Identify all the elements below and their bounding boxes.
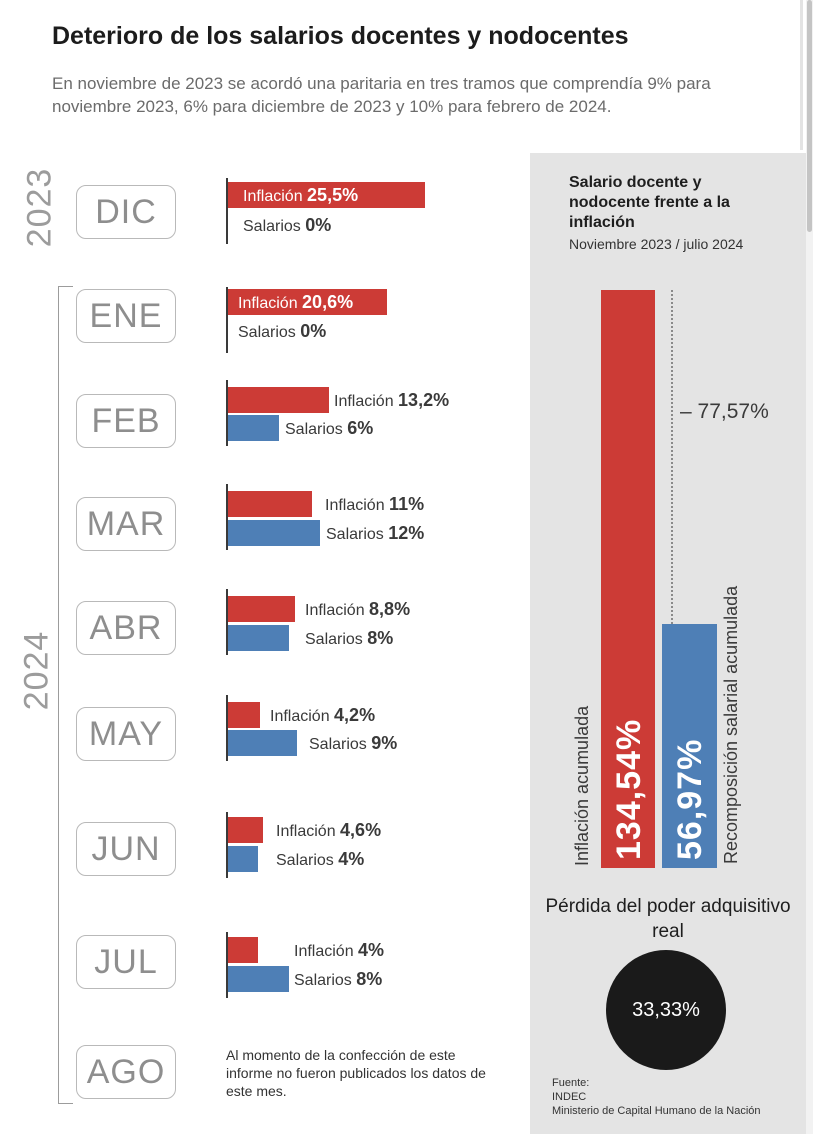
axis-line	[226, 812, 228, 878]
axis-line	[226, 695, 228, 761]
bar-salary-accumulated	[662, 624, 717, 868]
salary-accumulated-value: 56,97%	[671, 738, 709, 860]
label-inflation-abr: Inflación 8,8%	[305, 599, 411, 619]
label-inflation-ene: Inflación 20,6%	[238, 292, 354, 312]
bar-inflation-abr	[228, 596, 295, 622]
difference-dotted-line	[671, 290, 673, 624]
bar-inflation-ene	[228, 289, 387, 315]
month-box-ene: ENE	[76, 289, 176, 343]
month-box-abr: ABR	[76, 601, 176, 655]
difference-label: – 77,57%	[680, 400, 769, 423]
bar-salary-may	[228, 730, 297, 756]
label-salary-may: Salarios 9%	[309, 733, 398, 753]
bar-salary-abr	[228, 625, 289, 651]
label-salary-mar: Salarios 12%	[326, 523, 425, 543]
year-label-2023: 2023	[20, 167, 59, 248]
bar-salary-feb	[228, 415, 279, 441]
bar-inflation-feb	[228, 387, 329, 413]
inflation-accumulated-value: 134,54%	[610, 718, 648, 860]
loss-value-circle: 33,33%	[606, 950, 726, 1070]
axis-line	[226, 287, 228, 353]
month-box-ago: AGO	[76, 1045, 176, 1099]
ago-note: Al momento de la confección de este info…	[226, 1047, 486, 1099]
edge-divider	[800, 0, 803, 150]
month-box-feb: FEB	[76, 394, 176, 448]
panel-subtitle: Noviembre 2023 / julio 2024	[569, 236, 744, 252]
label-inflation-jul: Inflación 4%	[294, 940, 385, 960]
salary-accumulated-label: Recomposición salarial acumulada	[721, 585, 741, 864]
bar-inflation-dic	[228, 182, 425, 208]
label-inflation-feb: Inflación 13,2%	[334, 390, 450, 410]
month-box-jul: JUL	[76, 935, 176, 989]
bar-inflation-mar	[228, 491, 312, 517]
month-box-mar: MAR	[76, 497, 176, 551]
bar-inflation-accumulated	[601, 290, 655, 868]
label-inflation-jun: Inflación 4,6%	[276, 820, 382, 840]
label-salary-dic: Salarios 0%	[243, 215, 332, 235]
scrollbar-track[interactable]	[806, 0, 813, 1134]
label-inflation-mar: Inflación 11%	[325, 494, 425, 514]
axis-line	[226, 932, 228, 998]
loss-value: 33,33%	[632, 998, 700, 1021]
axis-line	[226, 178, 228, 244]
year-label-2024: 2024	[17, 625, 57, 716]
label-salary-feb: Salarios 6%	[285, 418, 374, 438]
label-salary-jun: Salarios 4%	[276, 849, 365, 869]
bar-inflation-jun	[228, 817, 263, 843]
label-salary-abr: Salarios 8%	[305, 628, 394, 648]
scrollbar-thumb[interactable]	[807, 0, 812, 232]
month-box-jun: JUN	[76, 822, 176, 876]
chart-title: Deterioro de los salarios docentes y nod…	[52, 22, 629, 50]
source-line: Ministerio de Capital Humano de la Nació…	[552, 1105, 761, 1117]
axis-line	[226, 589, 228, 655]
month-box-may: MAY	[76, 707, 176, 761]
bar-inflation-jul	[228, 937, 258, 963]
month-box-dic: DIC	[76, 185, 176, 239]
axis-line	[226, 484, 228, 550]
panel-title: Salario docente y nodocente frente a la …	[569, 174, 730, 231]
label-salary-ene: Salarios 0%	[238, 321, 327, 341]
label-inflation-dic: Inflación 25,5%	[243, 185, 359, 205]
bar-salary-mar	[228, 520, 320, 546]
chart-subtitle: En noviembre de 2023 se acordó una parit…	[52, 74, 711, 116]
loss-title: Pérdida del poder adquisitivo real	[545, 896, 791, 942]
inflation-accumulated-label: Inflación acumulada	[572, 705, 592, 866]
axis-line	[226, 380, 228, 446]
source-line: Fuente:	[552, 1077, 590, 1089]
label-inflation-may: Inflación 4,2%	[270, 705, 376, 725]
label-salary-jul: Salarios 8%	[294, 969, 383, 989]
bar-salary-jun	[228, 846, 258, 872]
bar-inflation-may	[228, 702, 260, 728]
source-line: INDEC	[552, 1091, 587, 1103]
year-bracket-2024	[58, 286, 73, 1104]
bar-salary-jul	[228, 966, 289, 992]
source-note: Fuente: INDEC Ministerio de Capital Huma…	[552, 1076, 761, 1118]
